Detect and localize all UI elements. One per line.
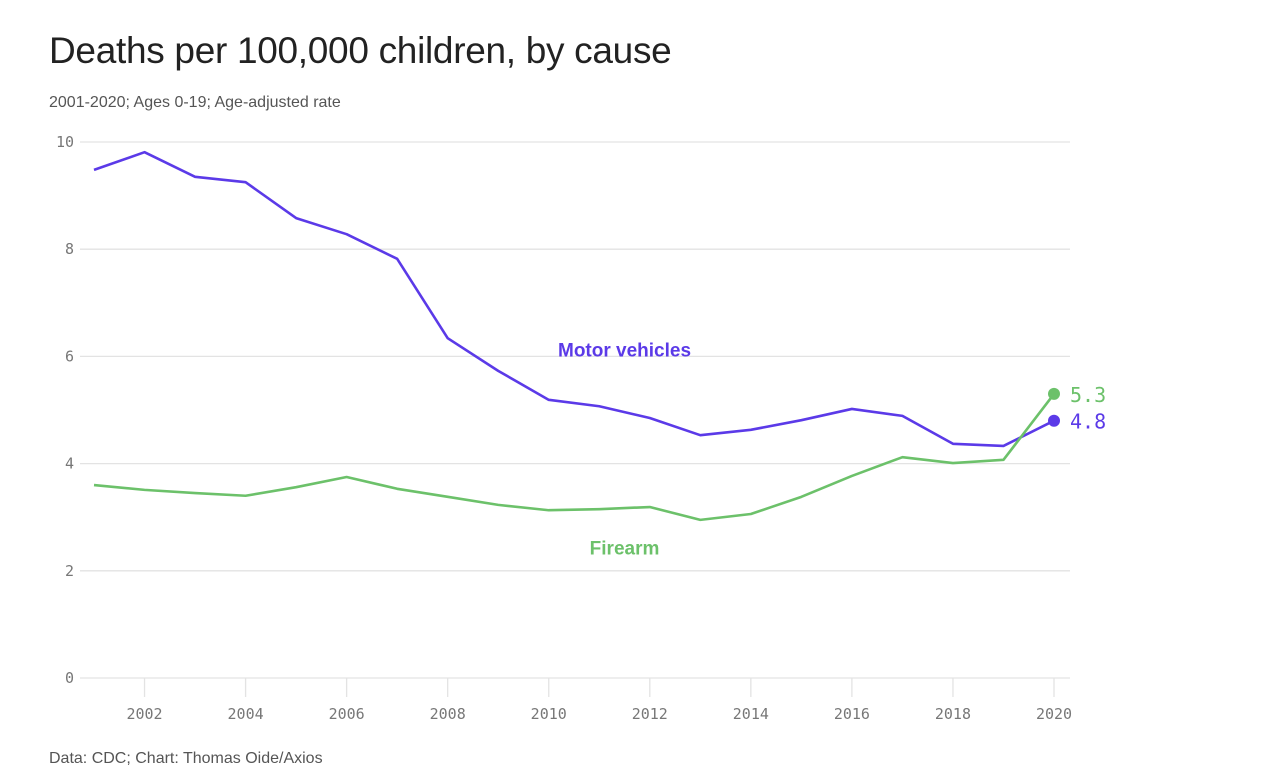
series-label-firearm: Firearm [590,539,660,560]
x-tick-label: 2004 [228,705,264,723]
y-tick-label: 6 [65,347,74,365]
end-label-firearm: 5.3 [1070,383,1106,407]
x-tick-label: 2016 [834,705,870,723]
series-line-firearm [93,393,1056,522]
x-tick-label: 2018 [935,705,971,723]
x-tick-label: 2002 [126,705,162,723]
y-tick-label: 0 [65,669,74,687]
series-line-motor-vehicles [93,150,1055,448]
series-label-motor-vehicles: Motor vehicles [558,340,691,361]
chart-source: Data: CDC; Chart: Thomas Oide/Axios [49,750,323,767]
x-tick-label: 2014 [733,705,769,723]
y-tick-label: 10 [56,133,74,151]
y-tick-label: 4 [65,455,74,473]
chart-title: Deaths per 100,000 children, by cause [49,30,672,71]
x-tick-label: 2010 [531,705,567,723]
x-tick-label: 2008 [430,705,466,723]
end-point-motor-vehicles [1048,414,1060,427]
x-tick-label: 2012 [632,705,668,723]
x-tick-label: 2006 [329,705,365,723]
y-tick-label: 2 [65,562,74,580]
x-tick-label: 2020 [1036,705,1072,723]
chart-subtitle: 2001-2020; Ages 0-19; Age-adjusted rate [49,94,341,111]
end-label-motor-vehicles: 4.8 [1070,410,1106,434]
y-tick-label: 8 [65,240,74,258]
end-point-firearm [1048,387,1060,400]
